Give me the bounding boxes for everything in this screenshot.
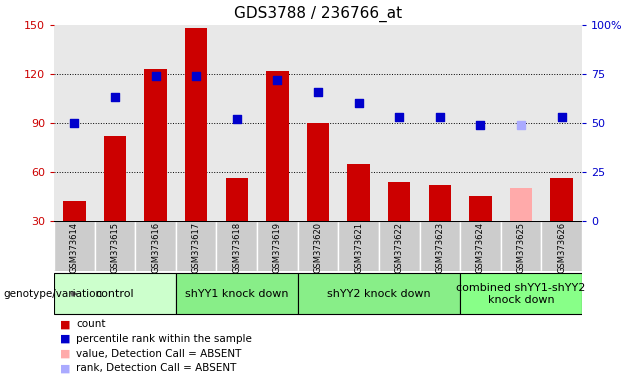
Text: GSM373624: GSM373624 (476, 222, 485, 273)
Bar (307, 123, 329, 221)
Text: GSM373614: GSM373614 (70, 222, 79, 273)
Point (191, 73, 201, 79)
Bar (266, 71, 289, 221)
Text: ■: ■ (60, 319, 71, 329)
Point (354, 100, 364, 106)
Text: shYY2 knock down: shYY2 knock down (327, 289, 431, 299)
Text: ■: ■ (60, 363, 71, 373)
Bar (63, 201, 85, 221)
Text: GSM373625: GSM373625 (516, 222, 525, 273)
Bar (460, 273, 582, 314)
Point (435, 114, 445, 120)
Point (232, 116, 242, 122)
Bar (469, 196, 492, 221)
Bar (379, 221, 420, 271)
Point (151, 73, 161, 79)
Bar (216, 221, 257, 271)
Point (394, 114, 404, 120)
Point (272, 77, 282, 83)
Bar (429, 185, 451, 221)
Bar (226, 179, 248, 221)
Text: ■: ■ (60, 349, 71, 359)
Bar (510, 188, 532, 221)
Point (556, 114, 567, 120)
Text: shYY1 knock down: shYY1 knock down (185, 289, 289, 299)
Bar (95, 221, 135, 271)
Point (516, 122, 526, 128)
Text: GSM373626: GSM373626 (557, 222, 566, 273)
Text: rank, Detection Call = ABSENT: rank, Detection Call = ABSENT (76, 363, 237, 373)
Bar (144, 69, 167, 221)
Point (110, 94, 120, 101)
Text: GSM373622: GSM373622 (395, 222, 404, 273)
Bar (501, 221, 541, 271)
Bar (257, 221, 298, 271)
Text: GSM373621: GSM373621 (354, 222, 363, 273)
Bar (135, 221, 176, 271)
Bar (176, 273, 298, 314)
Bar (104, 136, 126, 221)
Point (475, 122, 485, 128)
Text: control: control (95, 289, 134, 299)
Bar (420, 221, 460, 271)
Bar (185, 28, 207, 221)
Text: combined shYY1-shYY2
knock down: combined shYY1-shYY2 knock down (457, 283, 586, 305)
Text: GSM373617: GSM373617 (191, 222, 201, 273)
Text: count: count (76, 319, 106, 329)
Bar (460, 221, 501, 271)
Bar (541, 221, 582, 271)
Text: GSM373620: GSM373620 (314, 222, 322, 273)
Bar (298, 273, 460, 314)
Text: percentile rank within the sample: percentile rank within the sample (76, 334, 252, 344)
Text: GSM373618: GSM373618 (232, 222, 241, 273)
Text: ■: ■ (60, 334, 71, 344)
Bar (298, 221, 338, 271)
Bar (54, 221, 95, 271)
Bar (54, 273, 176, 314)
Bar (176, 221, 216, 271)
Bar (338, 221, 379, 271)
Text: GSM373619: GSM373619 (273, 222, 282, 273)
Bar (347, 164, 370, 221)
Text: GSM373623: GSM373623 (435, 222, 445, 273)
Text: GSM373615: GSM373615 (111, 222, 120, 273)
Text: genotype/variation: genotype/variation (3, 289, 102, 299)
Text: value, Detection Call = ABSENT: value, Detection Call = ABSENT (76, 349, 242, 359)
Point (313, 88, 323, 94)
Bar (388, 182, 410, 221)
Text: GSM373616: GSM373616 (151, 222, 160, 273)
Bar (551, 179, 573, 221)
Point (69, 120, 80, 126)
Title: GDS3788 / 236766_at: GDS3788 / 236766_at (234, 6, 402, 22)
